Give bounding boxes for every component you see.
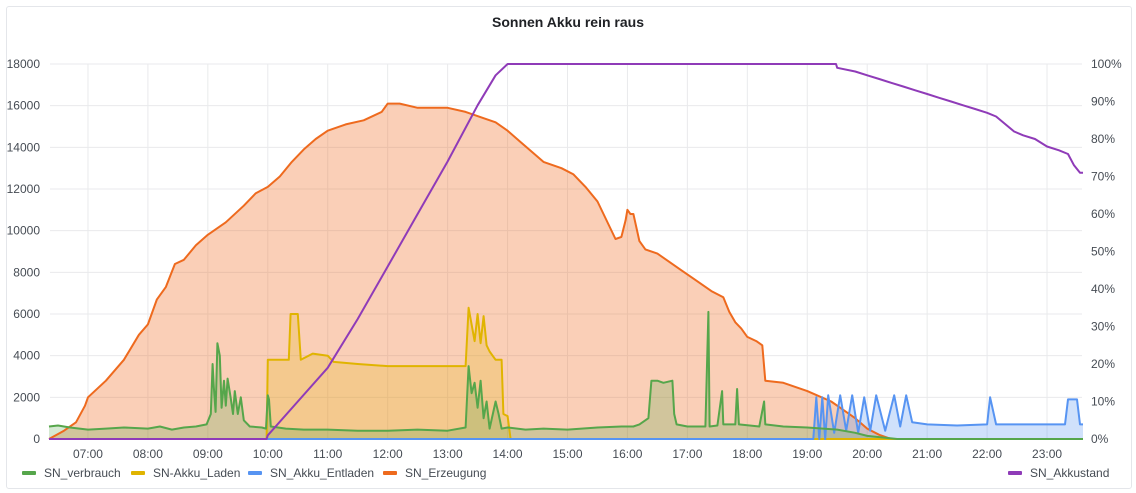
y-right-tick-label: 50% [1091, 245, 1115, 259]
legend-item-sn-erzeugung[interactable]: SN_Erzeugung [383, 466, 486, 480]
x-tick-label: 11:00 [313, 447, 342, 461]
legend-label: SN-Akku_Laden [153, 466, 241, 480]
x-tick-label: 08:00 [133, 447, 163, 461]
series-area-sn-erzeugung [49, 103, 1083, 439]
legend-item-sn-akkustand[interactable]: SN_Akkustand [1008, 466, 1109, 480]
y-left-tick-label: 4000 [13, 349, 40, 363]
y-right-tick-label: 100% [1091, 57, 1122, 71]
x-tick-label: 10:00 [253, 447, 283, 461]
y-right-tick-label: 60% [1091, 207, 1115, 221]
series-lines [48, 63, 1083, 440]
x-tick-label: 12:00 [373, 447, 403, 461]
y-left-tick-label: 2000 [13, 390, 40, 404]
y-left-tick-label: 14000 [7, 140, 41, 154]
legend-item-sn-verbrauch[interactable]: SN_verbrauch [22, 466, 121, 480]
x-tick-label: 14:00 [493, 447, 523, 461]
series-line-sn-erzeugung [48, 102, 1083, 440]
y-left-tick-label: 12000 [7, 182, 41, 196]
y-left-tick-label: 8000 [13, 265, 40, 279]
legend-swatch [1008, 471, 1022, 475]
x-tick-label: 21:00 [912, 447, 942, 461]
y-right-tick-label: 10% [1091, 395, 1115, 409]
x-tick-label: 18:00 [732, 447, 762, 461]
legend-swatch [383, 471, 397, 475]
x-tick-label: 22:00 [972, 447, 1002, 461]
legend-label: SN_Akkustand [1030, 466, 1110, 480]
y-axis-left: 0 2000 4000 6000 8000 10000 12000 14000 16000 180… [7, 57, 41, 446]
y-right-tick-label: 30% [1091, 320, 1115, 334]
legend-label: SN_Akku_Entladen [270, 466, 375, 480]
series-line-sn-akku-entladen [49, 394, 1083, 440]
x-tick-label: 15:00 [552, 447, 582, 461]
series-line-sn-verbrauch [48, 310, 1083, 440]
grid-lines [50, 63, 1082, 440]
y-right-tick-label: 20% [1091, 357, 1115, 371]
x-axis: 07:00 08:00 09:00 10:00 11:00 12:00 13:00 14:00… [73, 447, 1062, 461]
y-left-tick-label: 16000 [7, 99, 41, 113]
y-left-tick-label: 6000 [13, 307, 40, 321]
legend-swatch [248, 471, 262, 475]
x-tick-label: 09:00 [193, 447, 223, 461]
x-tick-label: 16:00 [612, 447, 642, 461]
series-area-sn-akku-entladen [49, 395, 1083, 439]
legend-swatch [22, 471, 36, 475]
x-tick-label: 20:00 [852, 447, 882, 461]
x-tick-label: 07:00 [73, 447, 103, 461]
legend-label: SN_Erzeugung [405, 466, 487, 480]
x-tick-label: 13:00 [433, 447, 463, 461]
x-tick-label: 17:00 [672, 447, 702, 461]
series-areas [49, 103, 1083, 439]
y-left-tick-label: 18000 [7, 57, 41, 71]
y-right-tick-label: 0% [1091, 432, 1109, 446]
panel-title: Sonnen Akku rein raus [492, 14, 644, 30]
y-right-tick-label: 90% [1091, 95, 1115, 109]
y-left-tick-label: 0 [33, 432, 40, 446]
x-tick-label: 23:00 [1032, 447, 1062, 461]
y-right-tick-label: 70% [1091, 170, 1115, 184]
series-line-sn-akkustand [49, 63, 1083, 440]
legend-item-sn-akku-entladen[interactable]: SN_Akku_Entladen [248, 466, 374, 480]
legend-label: SN_verbrauch [44, 466, 121, 480]
series-line-sn-akku-laden [49, 306, 1083, 440]
y-axis-right: 0% 10% 20% 30% 40% 50% 60% 70% 80% 90% 100% [1091, 57, 1122, 446]
x-tick-label: 19:00 [792, 447, 822, 461]
legend-swatch [131, 471, 145, 475]
series-area-sn-akku-laden [49, 307, 1083, 439]
y-left-tick-label: 10000 [7, 224, 41, 238]
legend-item-sn-akku-laden[interactable]: SN-Akku_Laden [131, 466, 240, 480]
y-right-tick-label: 80% [1091, 132, 1115, 146]
y-right-tick-label: 40% [1091, 282, 1115, 296]
